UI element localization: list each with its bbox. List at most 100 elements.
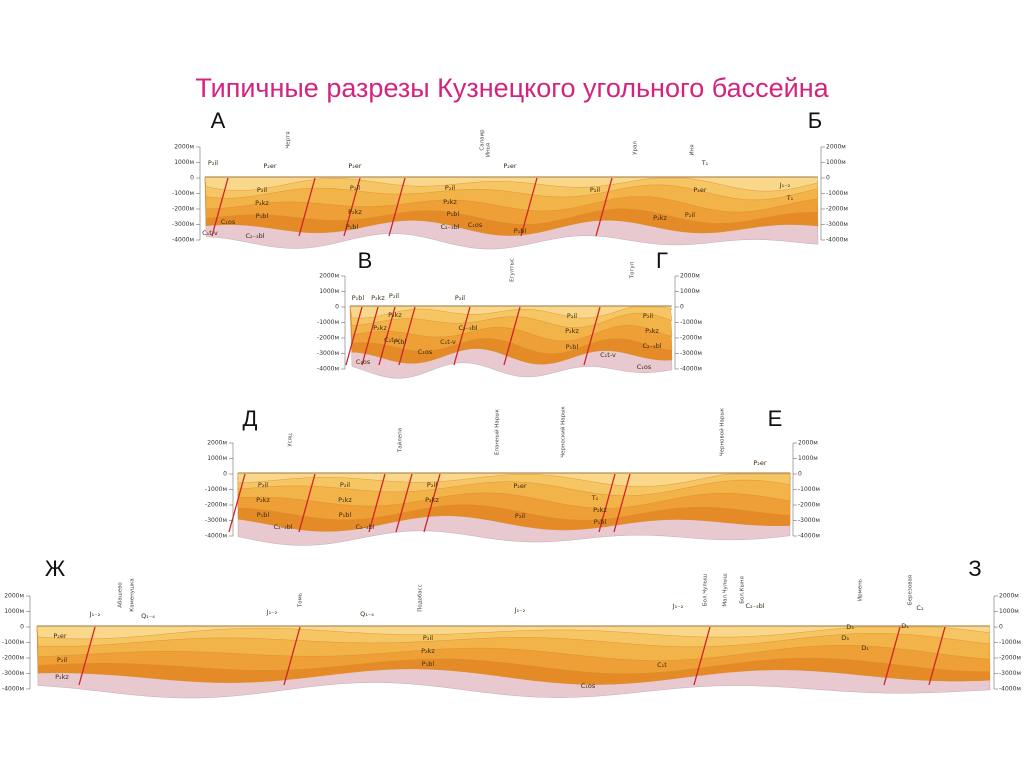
place-name: Бол.Чулыш — [703, 574, 709, 606]
formation-label: D₁ — [861, 644, 869, 652]
formation-label: P₂il — [389, 292, 399, 300]
formation-label: P₂il — [515, 512, 525, 520]
depth-label: 0 — [999, 624, 1003, 631]
formation-label: C₁t-v — [384, 336, 400, 344]
depth-label: -1000м — [317, 319, 339, 326]
section-letter: А — [211, 108, 226, 133]
depth-label: 2000м — [826, 144, 846, 151]
fault — [453, 306, 471, 366]
fault — [883, 626, 901, 686]
depth-label: -2000м — [999, 655, 1021, 662]
formation-label: P₂kz — [255, 199, 269, 207]
place-name: Черновой Нарык — [719, 407, 726, 456]
formation-label: P₂kz — [593, 506, 607, 514]
fault — [211, 177, 229, 237]
depth-label: -2000м — [205, 502, 227, 509]
formation-label: P₁bl — [594, 518, 607, 526]
formation-label: P₂il — [57, 656, 67, 664]
formation-label: P₂il — [350, 184, 360, 192]
place-name: Черноский Нарык — [560, 406, 567, 458]
depth-label: -3000м — [999, 670, 1021, 677]
formation-label: C₁os — [581, 682, 596, 690]
formation-label: J₁₋₂ — [779, 181, 791, 189]
depth-label: 0 — [826, 175, 830, 182]
formation-label: P₁bl — [256, 212, 269, 220]
formation-label: C₁os — [356, 358, 371, 366]
depth-label: 2000м — [207, 440, 227, 447]
depth-label: 2000м — [798, 440, 818, 447]
place-name: Березовая — [908, 575, 914, 605]
fault — [503, 306, 521, 366]
depth-label: -1000м — [798, 486, 820, 493]
depth-label: -4000м — [2, 686, 24, 693]
depth-label: 1000м — [826, 159, 846, 166]
depth-label: -3000м — [798, 517, 820, 524]
cross-section — [36, 625, 991, 699]
cross-section — [204, 176, 819, 250]
depth-label: 1000м — [798, 455, 818, 462]
formation-label: P₂kz — [421, 647, 435, 655]
formation-label: C₂₋₃bl — [273, 523, 292, 531]
depth-label: -2000м — [172, 206, 194, 213]
formation-label: P₁bl — [514, 227, 527, 235]
depth-label: -4000м — [172, 237, 194, 244]
formation-label: P₂kz — [645, 327, 659, 335]
formation-label: P₂kz — [338, 496, 352, 504]
section-letter: Г — [656, 248, 668, 273]
section-letter: Б — [808, 108, 822, 133]
formation-label: P₂il — [258, 481, 268, 489]
formation-label: P₂er — [693, 186, 707, 194]
formation-label: T₁ — [701, 159, 709, 167]
formation-label: P₁bl — [394, 338, 407, 346]
formation-label: P₁bl — [566, 343, 579, 351]
formation-label: P₂il — [208, 159, 218, 167]
formation-label: P₂er — [53, 632, 67, 640]
depth-label: -3000м — [2, 670, 24, 677]
place-name: Салаир — [480, 129, 486, 151]
formation-label: C₁t — [657, 661, 667, 669]
depth-label: -2000м — [826, 206, 848, 213]
depth-label: -3000м — [172, 221, 194, 228]
place-name: Ирмень — [858, 579, 864, 601]
fault — [345, 306, 363, 366]
formation-label: C₂₋₃bl — [745, 602, 764, 610]
depth-label: 0 — [190, 175, 194, 182]
depth-label: 2000м — [680, 273, 700, 280]
formation-label: C₂₋₃bl — [642, 342, 661, 350]
fault — [388, 177, 406, 237]
formation-label: C₂₋₃bl — [440, 223, 459, 231]
place-name: Иня — [690, 144, 696, 155]
depth-label: -1000м — [826, 190, 848, 197]
formation-label: P₁bl — [346, 223, 359, 231]
place-name: Егултыс — [510, 258, 516, 282]
depth-label: -4000м — [317, 366, 339, 373]
fault — [298, 177, 316, 237]
formation-label: P₂il — [445, 184, 455, 192]
depth-label: -1000м — [999, 639, 1021, 646]
place-name: Бол.Кыня — [740, 576, 746, 604]
depth-label: -1000м — [205, 486, 227, 493]
depth-label: -4000м — [798, 533, 820, 540]
fault — [378, 306, 396, 366]
section-letter: В — [358, 248, 373, 273]
formation-label: P₂kz — [388, 311, 402, 319]
section-letter: Ж — [45, 556, 66, 581]
depth-label: -1000м — [172, 190, 194, 197]
formation-label: P₁bl — [352, 294, 365, 302]
section-letter: Е — [768, 406, 783, 431]
formation-label: C₂₋₃bl — [355, 523, 374, 531]
formation-label: C₂₋₃bl — [245, 232, 264, 240]
fault — [298, 473, 316, 533]
depth-label: -4000м — [680, 366, 702, 373]
depth-label: -2000м — [317, 335, 339, 342]
cross-section — [228, 472, 791, 546]
fault — [928, 626, 946, 686]
formation-label: C₁os — [637, 363, 652, 371]
formation-label: P₂kz — [55, 673, 69, 681]
place-name: Абашево — [118, 582, 124, 608]
place-name: Томь — [298, 593, 304, 608]
formation-label: C₂₋₃bl — [458, 324, 477, 332]
formation-label: J₁₋₂ — [266, 608, 278, 616]
formation-label: T₁ — [591, 494, 599, 502]
